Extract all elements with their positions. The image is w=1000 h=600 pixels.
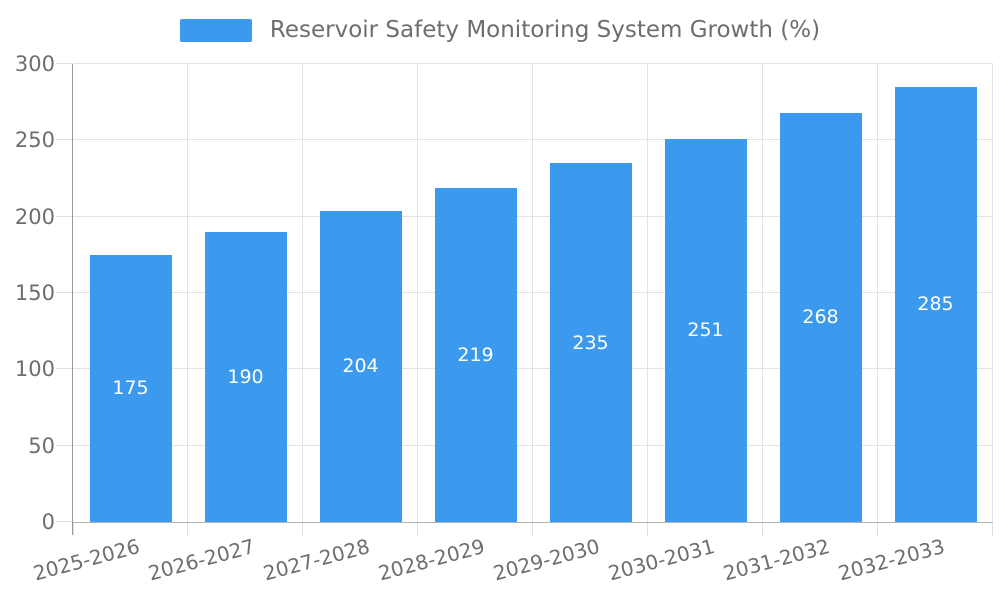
y-axis-tick-label: 300 — [14, 52, 55, 76]
bar-value-label: 285 — [917, 293, 954, 316]
bar-2025-2026[interactable]: 175 — [89, 254, 172, 522]
y-axis-tick — [56, 63, 72, 64]
x-axis-category-label: 2025-2026 — [31, 534, 143, 586]
legend-label: Reservoir Safety Monitoring System Growt… — [269, 17, 821, 43]
y-axis-tick — [56, 521, 72, 522]
y-axis-tick — [56, 444, 72, 446]
x-axis-category-label: 2028-2029 — [376, 534, 488, 586]
bar-2028-2029[interactable]: 219 — [434, 187, 517, 522]
v-gridline — [877, 64, 878, 522]
v-gridline — [992, 64, 993, 522]
y-axis-tick — [56, 368, 72, 370]
x-axis-category-label: 2030-2031 — [606, 534, 718, 586]
y-axis-tick — [56, 139, 72, 141]
x-axis-tick — [417, 523, 418, 536]
h-gridline — [73, 139, 993, 141]
bar-value-label: 251 — [687, 319, 724, 342]
v-gridline — [417, 64, 418, 522]
plot-area: 175 190 204 219 235 251 268 285 — [56, 63, 993, 536]
x-axis-tick — [647, 523, 648, 536]
legend-swatch — [179, 18, 252, 42]
x-axis-tick — [532, 523, 533, 536]
bar-value-label: 219 — [457, 343, 494, 366]
y-axis-tick-label: 150 — [14, 281, 55, 305]
bar-2030-2031[interactable]: 251 — [664, 138, 747, 522]
bar-2029-2030[interactable]: 235 — [549, 163, 632, 522]
bar-value-label: 235 — [572, 331, 609, 354]
x-axis-category-label: 2031-2032 — [721, 534, 833, 586]
bar-value-label: 204 — [342, 355, 379, 378]
bar-2027-2028[interactable]: 204 — [319, 210, 402, 522]
bar-2032-2033[interactable]: 285 — [894, 86, 977, 522]
y-axis-tick-label: 50 — [28, 433, 55, 458]
y-axis-line — [72, 64, 73, 535]
x-axis-tick — [187, 523, 188, 536]
x-axis-category-label: 2026-2027 — [146, 534, 258, 586]
x-axis-category-label: 2027-2028 — [261, 534, 373, 586]
v-gridline — [532, 64, 533, 522]
h-gridline — [73, 368, 993, 370]
bar-2026-2027[interactable]: 190 — [204, 231, 287, 522]
y-axis-tick-label: 250 — [14, 128, 55, 153]
x-axis-tick — [877, 523, 878, 536]
h-gridline — [73, 444, 993, 446]
v-gridline — [647, 64, 648, 522]
v-gridline — [762, 64, 763, 522]
y-axis-tick-label: 100 — [14, 357, 55, 382]
x-axis-tick — [992, 523, 993, 536]
h-gridline — [73, 63, 993, 64]
bar-2031-2032[interactable]: 268 — [779, 112, 862, 522]
v-gridline — [187, 64, 188, 522]
x-axis-line — [73, 522, 993, 523]
chart-legend-item[interactable]: Reservoir Safety Monitoring System Growt… — [0, 17, 1000, 43]
h-gridline — [73, 292, 993, 293]
y-axis-tick — [56, 292, 72, 293]
x-axis-category-label: 2032-2033 — [836, 534, 948, 586]
h-gridline — [73, 215, 993, 217]
x-axis-category-label: 2029-2030 — [491, 534, 603, 586]
y-axis-tick-label: 200 — [14, 204, 55, 229]
bar-value-label: 190 — [227, 365, 264, 388]
x-axis-tick — [762, 523, 763, 536]
bar-value-label: 268 — [802, 306, 839, 329]
y-axis-tick — [56, 215, 72, 217]
bar-value-label: 175 — [112, 377, 149, 400]
x-axis-tick — [302, 523, 303, 536]
v-gridline — [302, 64, 303, 522]
y-axis-tick-label: 0 — [41, 510, 55, 534]
x-axis-tick — [73, 523, 74, 536]
